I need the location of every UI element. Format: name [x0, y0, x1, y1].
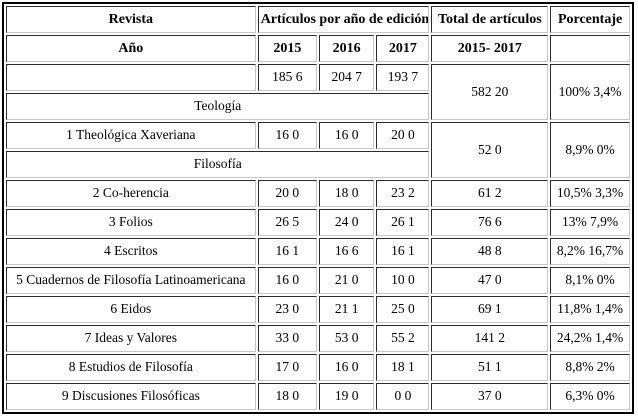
- value-2017-cell: 0 0: [376, 383, 430, 410]
- header-row-2: Año 2015 2016 2017 2015- 2017: [6, 35, 630, 62]
- value-2016-cell: 19 0: [319, 383, 375, 410]
- header-revista: Revista: [6, 6, 256, 33]
- value-2016-cell: 16 0: [319, 354, 375, 381]
- total-cell: 141 2: [431, 325, 549, 352]
- percentage-cell: 24,2% 1,4%: [550, 325, 630, 352]
- table-row: 2 Co-herencia 20 0 18 0 23 2 61 2 10,5% …: [6, 180, 630, 207]
- table-row: 7 Ideas y Valores 33 0 53 0 55 2 141 2 2…: [6, 325, 630, 352]
- value-2016-cell: 21 0: [319, 267, 375, 294]
- total-cell: 51 1: [431, 354, 549, 381]
- journal-name-cell: 9 Discusiones Filosóficas: [6, 383, 256, 410]
- year-header-2017: 2017: [376, 35, 430, 62]
- percentage-cell: 11,8% 1,4%: [550, 296, 630, 323]
- year-header-2016: 2016: [319, 35, 375, 62]
- value-2016-cell: 21 1: [319, 296, 375, 323]
- total-cell: 69 1: [431, 296, 549, 323]
- percentage-cell: 8,9% 0%: [550, 122, 630, 178]
- percentage-cell: 6,3% 0%: [550, 383, 630, 410]
- journal-name-cell: 1 Theológica Xaveriana: [6, 122, 256, 149]
- section-label-teologia: Teología: [6, 93, 430, 120]
- total-cell: 37 0: [431, 383, 549, 410]
- totals-total-cell: 582 20: [431, 64, 549, 120]
- table-row: 9 Discusiones Filosóficas 18 0 19 0 0 0 …: [6, 383, 630, 410]
- table-row: 6 Eidos 23 0 21 1 25 0 69 1 11,8% 1,4%: [6, 296, 630, 323]
- value-2016-cell: 53 0: [319, 325, 375, 352]
- table-row: 1 Theológica Xaveriana 16 0 16 0 20 0 52…: [6, 122, 630, 178]
- value-2017-cell: 18 1: [376, 354, 430, 381]
- value-2017-cell: 55 2: [376, 325, 430, 352]
- value-2015-cell: 18 0: [257, 383, 318, 410]
- percentage-cell: 8,1% 0%: [550, 267, 630, 294]
- header-ano: Año: [6, 35, 256, 62]
- journal-name-cell: 2 Co-herencia: [6, 180, 256, 207]
- totals-2016-cell: 204 7: [319, 64, 375, 91]
- value-2015-cell: 33 0: [257, 325, 318, 352]
- total-cell: 52 0: [431, 122, 549, 178]
- journal-name-cell: 8 Estudios de Filosofía: [6, 354, 256, 381]
- totals-2015-cell: 185 6: [257, 64, 318, 91]
- percentage-cell: 10,5% 3,3%: [550, 180, 630, 207]
- journal-name-cell: 5 Cuadernos de Filosofía Latinoamericana: [6, 267, 256, 294]
- totals-empty-name-cell: [6, 64, 256, 91]
- value-2017-cell: 20 0: [376, 122, 430, 149]
- table-row: 4 Escritos 16 1 16 6 16 1 48 8 8,2% 16,7…: [6, 238, 630, 265]
- value-2016-cell: 16 0: [319, 122, 375, 149]
- year-header-2015: 2015: [257, 35, 318, 62]
- value-2015-cell: 17 0: [257, 354, 318, 381]
- total-cell: 61 2: [431, 180, 549, 207]
- journals-articles-table: Revista Artículos por año de edición Tot…: [2, 2, 634, 414]
- value-2017-cell: 16 1: [376, 238, 430, 265]
- value-2015-cell: 16 1: [257, 238, 318, 265]
- value-2017-cell: 26 1: [376, 209, 430, 236]
- value-2015-cell: 26 5: [257, 209, 318, 236]
- value-2016-cell: 18 0: [319, 180, 375, 207]
- journal-name-cell: 6 Eidos: [6, 296, 256, 323]
- journal-name-cell: 7 Ideas y Valores: [6, 325, 256, 352]
- value-2016-cell: 16 6: [319, 238, 375, 265]
- percentage-cell: 8,2% 16,7%: [550, 238, 630, 265]
- section-row-teologia: Teología: [6, 93, 630, 120]
- header-porcentaje: Porcentaje: [550, 6, 630, 33]
- value-2017-cell: 23 2: [376, 180, 430, 207]
- table-row: 8 Estudios de Filosofía 17 0 16 0 18 1 5…: [6, 354, 630, 381]
- table-row: 5 Cuadernos de Filosofía Latinoamericana…: [6, 267, 630, 294]
- section-row-filosofia: Filosofía: [6, 151, 630, 178]
- value-2015-cell: 20 0: [257, 180, 318, 207]
- header-empty-cell: [550, 35, 630, 62]
- total-cell: 48 8: [431, 238, 549, 265]
- total-cell: 47 0: [431, 267, 549, 294]
- value-2015-cell: 23 0: [257, 296, 318, 323]
- totals-2017-cell: 193 7: [376, 64, 430, 91]
- value-2017-cell: 25 0: [376, 296, 430, 323]
- header-total-articulos: Total de artículos: [431, 6, 549, 33]
- header-total-range: 2015- 2017: [431, 35, 549, 62]
- value-2016-cell: 24 0: [319, 209, 375, 236]
- table-row: 3 Folios 26 5 24 0 26 1 76 6 13% 7,9%: [6, 209, 630, 236]
- total-cell: 76 6: [431, 209, 549, 236]
- percentage-cell: 8,8% 2%: [550, 354, 630, 381]
- section-label-filosofia: Filosofía: [6, 151, 430, 178]
- value-2015-cell: 16 0: [257, 267, 318, 294]
- journal-name-cell: 4 Escritos: [6, 238, 256, 265]
- header-articulos-por-ano: Artículos por año de edición: [257, 6, 430, 33]
- totals-row: 185 6 204 7 193 7 582 20 100% 3,4%: [6, 64, 630, 120]
- header-row-1: Revista Artículos por año de edición Tot…: [6, 6, 630, 33]
- journal-name-cell: 3 Folios: [6, 209, 256, 236]
- value-2017-cell: 10 0: [376, 267, 430, 294]
- totals-pct-cell: 100% 3,4%: [550, 64, 630, 120]
- percentage-cell: 13% 7,9%: [550, 209, 630, 236]
- value-2015-cell: 16 0: [257, 122, 318, 149]
